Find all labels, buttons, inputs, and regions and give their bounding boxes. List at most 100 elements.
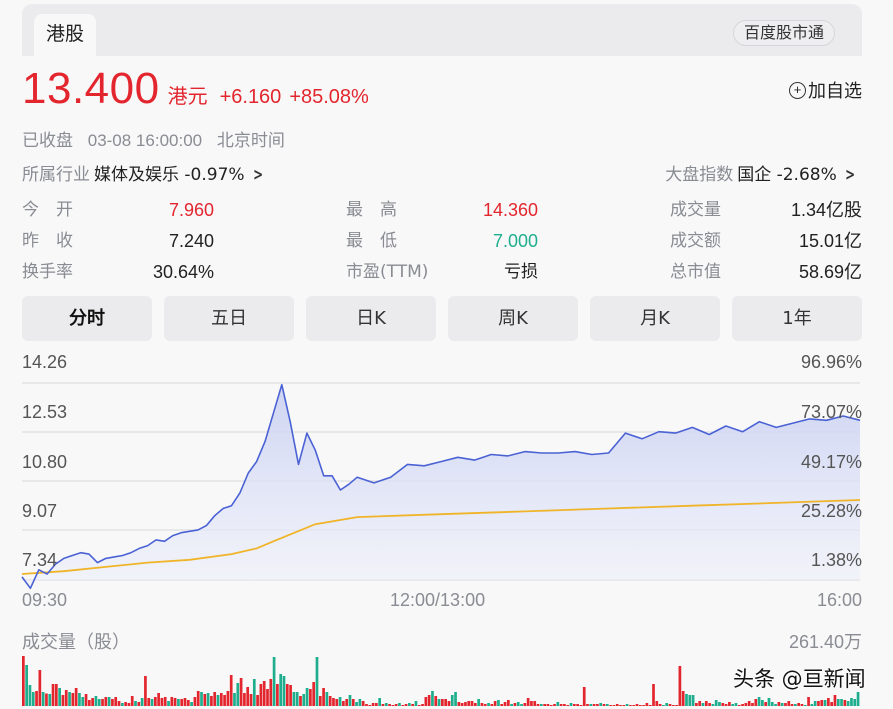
volume-bar: [645, 703, 649, 706]
volume-bar: [757, 697, 761, 706]
volume-bar: [282, 676, 286, 706]
baidu-stock-link[interactable]: 百度股市通: [732, 20, 835, 46]
volume-bar: [477, 699, 480, 706]
volume-bar: [216, 695, 220, 706]
add-watchlist-button[interactable]: + 加自选: [789, 77, 862, 103]
volume-bar: [292, 692, 296, 706]
volume-bar: [167, 701, 170, 706]
stat-key: 最 高: [346, 200, 397, 220]
price-row: 13.400 港元 +6.160 +85.08%: [22, 64, 369, 114]
volume-bar: [671, 705, 675, 706]
volume-bar: [388, 704, 391, 706]
industry-link[interactable]: 所属行业 媒体及娱乐 -0.97% >: [22, 160, 265, 185]
tab-hk-stocks[interactable]: 港股: [34, 14, 96, 58]
volume-bar: [576, 704, 579, 706]
stat-value: 7.960: [168, 200, 214, 220]
volume-bar: [685, 694, 688, 706]
volume-bar: [411, 704, 415, 706]
volume-bar: [767, 698, 771, 706]
volume-bar: [539, 704, 543, 706]
volume-bar: [553, 704, 556, 706]
volume-bar: [622, 705, 626, 706]
stat-value: 亏损: [504, 262, 538, 282]
volume-bar: [81, 697, 85, 706]
volume-bar: [500, 704, 504, 706]
volume-bar: [470, 701, 474, 706]
currency: 港元: [167, 84, 208, 108]
volume-bar: [328, 696, 332, 706]
volume-bar: [794, 704, 797, 706]
volume-bar: [536, 704, 540, 706]
volume-bar: [737, 705, 741, 706]
tab-one-year[interactable]: 1年: [732, 296, 862, 341]
tab-five-day[interactable]: 五日: [164, 296, 294, 341]
volume-bar: [342, 701, 345, 706]
status-timezone: 北京时间: [216, 131, 285, 150]
volume-bar: [648, 705, 652, 706]
volume-bar: [239, 678, 243, 706]
volume-bar: [375, 703, 378, 706]
volume-bar: [38, 670, 42, 706]
volume-bar: [850, 698, 853, 706]
stat-turnover-rate: 换手率 30.64%: [22, 258, 214, 286]
volume-bar: [302, 694, 306, 706]
volume-bar: [655, 701, 659, 706]
volume-bar: [817, 701, 820, 706]
stat-key: 成交额: [670, 231, 721, 251]
status-datetime: 03-08 16:00:00: [87, 131, 203, 150]
volume-bar: [497, 700, 500, 706]
volume-bar: [252, 679, 256, 706]
volume-bar: [714, 700, 718, 706]
volume-bar: [74, 688, 78, 706]
volume-bar: [272, 657, 276, 706]
volume-bar: [770, 702, 774, 706]
y-tick-left: 9.07: [22, 501, 58, 521]
volume-bar: [582, 687, 586, 706]
volume-bar: [322, 688, 325, 706]
volume-bar: [853, 699, 857, 706]
volume-bar: [173, 698, 177, 706]
volume-bar: [698, 701, 702, 706]
tab-intraday[interactable]: 分时: [22, 296, 152, 341]
stat-high: 最 高 14.360: [346, 196, 538, 224]
volume-bar: [427, 695, 431, 706]
volume-bar: [183, 698, 187, 706]
price-line: [21, 383, 861, 590]
volume-bar: [473, 703, 477, 706]
volume-bar: [490, 704, 494, 706]
volume-bar: [35, 691, 38, 706]
volume-bar: [193, 697, 197, 706]
volume-bar: [790, 704, 794, 706]
volume-bar: [599, 703, 603, 706]
volume-bar: [447, 701, 451, 706]
volume-bar: [124, 702, 127, 706]
tab-daily-k[interactable]: 日K: [306, 296, 436, 341]
volume-bar: [31, 692, 35, 706]
volume-bar: [658, 704, 662, 706]
volume-bar: [163, 697, 167, 706]
volume-bar: [695, 703, 698, 706]
volume-bar: [836, 699, 840, 706]
intraday-chart[interactable]: [0, 340, 893, 709]
volume-bar: [295, 692, 299, 706]
volume-bar: [675, 705, 678, 706]
tab-monthly-k[interactable]: 月K: [590, 296, 720, 341]
y-tick-left: 7.34: [22, 550, 58, 570]
market-index-link[interactable]: 大盘指数 国企 -2.68% >: [665, 160, 857, 185]
volume-bar: [153, 697, 157, 706]
price-change-pct: +85.08%: [289, 86, 369, 108]
volume-bar: [543, 704, 546, 706]
volume-bar: [691, 695, 695, 706]
volume-bar: [503, 702, 507, 706]
volume-bar: [147, 698, 151, 706]
tab-weekly-k[interactable]: 周K: [448, 296, 578, 341]
volume-bar: [246, 687, 250, 706]
volume-bar: [101, 699, 104, 706]
volume-bar: [22, 656, 25, 706]
volume-bar: [332, 698, 335, 706]
stat-pe-ttm: 市盈(TTM) 亏损: [346, 258, 538, 286]
volume-bar: [160, 698, 164, 706]
volume-bar: [190, 702, 193, 706]
volume-bar: [820, 700, 824, 706]
volume-bar: [249, 694, 253, 706]
